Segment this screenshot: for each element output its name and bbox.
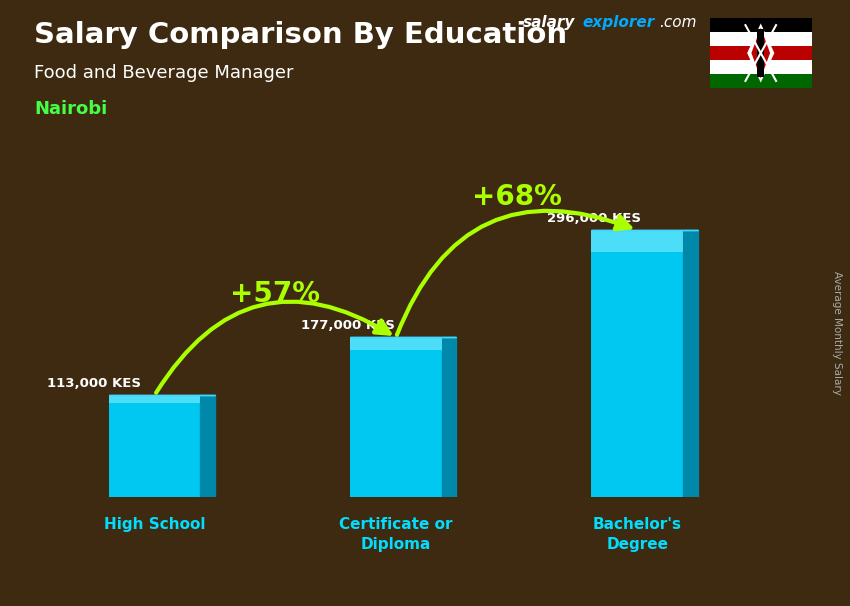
Bar xyxy=(710,46,812,60)
Text: .com: .com xyxy=(659,15,696,30)
Bar xyxy=(350,338,442,497)
Bar xyxy=(592,230,683,251)
Text: Salary Comparison By Education: Salary Comparison By Education xyxy=(34,21,567,49)
Text: 113,000 KES: 113,000 KES xyxy=(48,377,141,390)
Text: +68%: +68% xyxy=(472,183,562,211)
Text: Bachelor's
Degree: Bachelor's Degree xyxy=(592,517,682,551)
Text: High School: High School xyxy=(104,517,206,532)
Polygon shape xyxy=(751,28,770,78)
Bar xyxy=(710,60,812,74)
Bar xyxy=(710,74,812,88)
Text: 296,000 KES: 296,000 KES xyxy=(547,212,641,225)
Bar xyxy=(109,395,201,403)
Text: 177,000 KES: 177,000 KES xyxy=(301,319,394,333)
Text: Nairobi: Nairobi xyxy=(34,100,107,118)
Bar xyxy=(592,230,683,497)
Text: +57%: +57% xyxy=(230,280,320,308)
Bar xyxy=(710,32,812,46)
Polygon shape xyxy=(747,24,774,82)
Text: salary: salary xyxy=(523,15,575,30)
Bar xyxy=(710,18,812,32)
Polygon shape xyxy=(201,395,215,497)
Text: explorer: explorer xyxy=(582,15,654,30)
Text: Certificate or
Diploma: Certificate or Diploma xyxy=(339,517,453,551)
Bar xyxy=(350,338,442,350)
Text: Average Monthly Salary: Average Monthly Salary xyxy=(832,271,842,395)
Bar xyxy=(109,395,201,497)
Polygon shape xyxy=(757,28,764,78)
Polygon shape xyxy=(683,230,698,497)
Text: Food and Beverage Manager: Food and Beverage Manager xyxy=(34,64,293,82)
Polygon shape xyxy=(442,338,456,497)
